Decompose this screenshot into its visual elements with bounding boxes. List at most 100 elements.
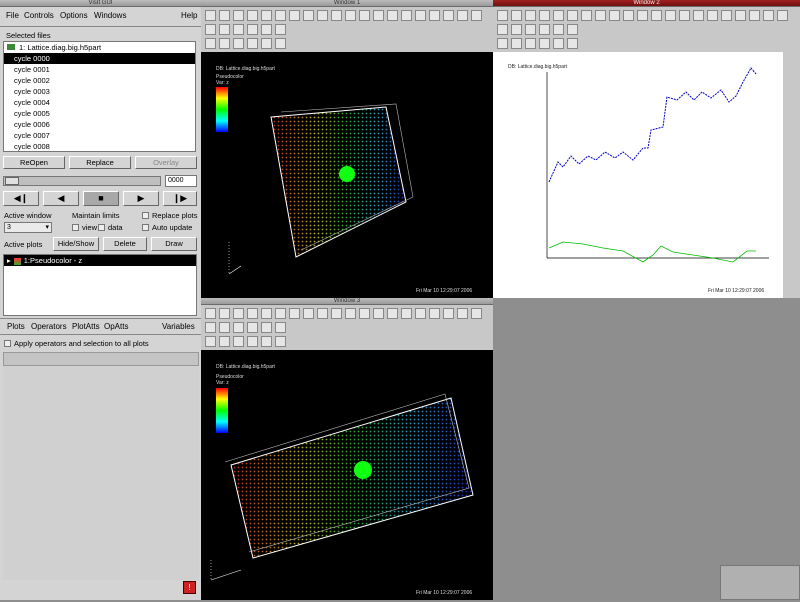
window-1-toolbar[interactable] — [201, 8, 493, 52]
delete-window-icon[interactable] — [219, 10, 230, 21]
lineout-icon[interactable] — [553, 38, 564, 49]
undo-icon[interactable] — [205, 336, 216, 347]
file-root-item[interactable]: 1: Lattice.diag.big.h5part — [4, 42, 195, 53]
copy-icon[interactable] — [457, 308, 468, 319]
copy-icon[interactable] — [553, 10, 564, 21]
lineout-icon[interactable] — [261, 38, 272, 49]
reopen-button[interactable]: ReOpen — [3, 156, 65, 169]
apply-all-checkbox[interactable] — [4, 340, 11, 347]
navigate-icon[interactable] — [233, 336, 244, 347]
time-slider[interactable] — [3, 176, 161, 186]
auto-update-checkbox[interactable] — [142, 224, 149, 231]
window-2-canvas[interactable]: DB: Lattice.diag.big.h5part Fri Mar 10 1… — [493, 52, 783, 298]
layout-icon[interactable] — [233, 24, 244, 35]
list-item[interactable]: cycle 0001 — [14, 65, 50, 74]
lock-icon[interactable] — [497, 24, 508, 35]
clear-icon[interactable] — [525, 10, 536, 21]
layout-icon[interactable] — [233, 322, 244, 333]
redo-icon[interactable] — [219, 38, 230, 49]
undo-icon[interactable] — [289, 308, 300, 319]
plot-list-item[interactable]: ▸ 1:Pseudocolor - z — [4, 255, 196, 266]
redo-icon[interactable] — [261, 322, 272, 333]
navigate-icon[interactable] — [317, 308, 328, 319]
lock-icon[interactable] — [205, 322, 216, 333]
copy-icon[interactable] — [457, 10, 468, 21]
redo-icon[interactable] — [303, 308, 314, 319]
zoom-icon[interactable] — [247, 336, 258, 347]
layout-icon[interactable] — [471, 308, 482, 319]
redo-icon[interactable] — [553, 24, 564, 35]
menu-operators[interactable]: Operators — [31, 322, 67, 331]
pick-icon[interactable] — [567, 38, 578, 49]
view-checkbox[interactable] — [72, 224, 79, 231]
pick-icon[interactable] — [651, 10, 662, 21]
lineout-icon[interactable] — [261, 336, 272, 347]
redo-icon[interactable] — [219, 336, 230, 347]
undo-icon[interactable] — [777, 10, 788, 21]
navigate-icon[interactable] — [609, 10, 620, 21]
window-1-titlebar[interactable]: Window 1 — [201, 0, 493, 7]
list-item[interactable]: cycle 0003 — [14, 87, 50, 96]
stop-button[interactable]: ■ — [83, 191, 119, 206]
undo-icon[interactable] — [539, 24, 550, 35]
menu-variables[interactable]: Variables — [162, 322, 195, 331]
navigate-icon[interactable] — [275, 24, 286, 35]
lock-icon[interactable] — [205, 24, 216, 35]
lineout-icon[interactable] — [345, 308, 356, 319]
stop-engine-icon[interactable]: ! — [183, 581, 196, 594]
copy-icon[interactable] — [749, 10, 760, 21]
window-3-toolbar[interactable] — [201, 306, 493, 350]
layout-icon[interactable] — [567, 10, 578, 21]
copy-icon[interactable] — [219, 322, 230, 333]
clear-icon[interactable] — [233, 308, 244, 319]
redo-icon[interactable] — [595, 10, 606, 21]
reverse-play-button[interactable]: ◀❙ — [3, 191, 39, 206]
undo-icon[interactable] — [205, 38, 216, 49]
lock-icon[interactable] — [247, 10, 258, 21]
hand-icon[interactable] — [373, 10, 384, 21]
menu-file[interactable]: File — [6, 11, 19, 20]
layout-icon[interactable] — [763, 10, 774, 21]
list-item[interactable]: cycle 0006 — [14, 120, 50, 129]
layout-icon[interactable] — [275, 308, 286, 319]
spin-icon[interactable] — [387, 10, 398, 21]
window-3-canvas[interactable]: DB: Lattice.diag.big.h5part Pseudocolor … — [201, 350, 493, 600]
lineout-icon[interactable] — [345, 10, 356, 21]
pick-icon[interactable] — [359, 308, 370, 319]
window-3-titlebar[interactable]: Window 3 — [201, 298, 493, 305]
new-window-icon[interactable] — [401, 308, 412, 319]
delete-window-icon[interactable] — [415, 308, 426, 319]
navigate-icon[interactable] — [275, 322, 286, 333]
layout-icon[interactable] — [471, 10, 482, 21]
delete-window-icon[interactable] — [219, 308, 230, 319]
menu-help[interactable]: Help — [181, 11, 198, 20]
hand-icon[interactable] — [665, 10, 676, 21]
clear-icon[interactable] — [721, 10, 732, 21]
lineout-icon[interactable] — [637, 10, 648, 21]
list-item[interactable]: cycle 0002 — [14, 76, 50, 85]
undo-icon[interactable] — [289, 10, 300, 21]
copy-icon[interactable] — [219, 24, 230, 35]
window-2-toolbar[interactable] — [493, 8, 800, 52]
list-item[interactable]: cycle 0004 — [14, 98, 50, 107]
pick-icon[interactable] — [359, 10, 370, 21]
replace-plots-checkbox[interactable] — [142, 212, 149, 219]
spin-icon[interactable] — [679, 10, 690, 21]
delete-window-icon[interactable] — [415, 10, 426, 21]
data-checkbox[interactable] — [98, 224, 105, 231]
gui-titlebar[interactable]: VisIt GUI — [0, 0, 201, 7]
window-1-canvas[interactable]: DB: Lattice.diag.big.h5part Pseudocolor … — [201, 52, 493, 298]
time-value-field[interactable]: 0000 — [165, 175, 197, 187]
hand-icon[interactable] — [373, 308, 384, 319]
layout-icon[interactable] — [525, 24, 536, 35]
list-item[interactable]: cycle 0005 — [14, 109, 50, 118]
list-item[interactable]: cycle 0008 — [14, 142, 50, 151]
list-item[interactable]: cycle 0000 — [4, 53, 195, 64]
undo-icon[interactable] — [247, 24, 258, 35]
menu-controls[interactable]: Controls — [24, 11, 54, 20]
lock-icon[interactable] — [443, 10, 454, 21]
lock-icon[interactable] — [539, 10, 550, 21]
lock-icon[interactable] — [735, 10, 746, 21]
redo-icon[interactable] — [261, 24, 272, 35]
clear-icon[interactable] — [233, 10, 244, 21]
